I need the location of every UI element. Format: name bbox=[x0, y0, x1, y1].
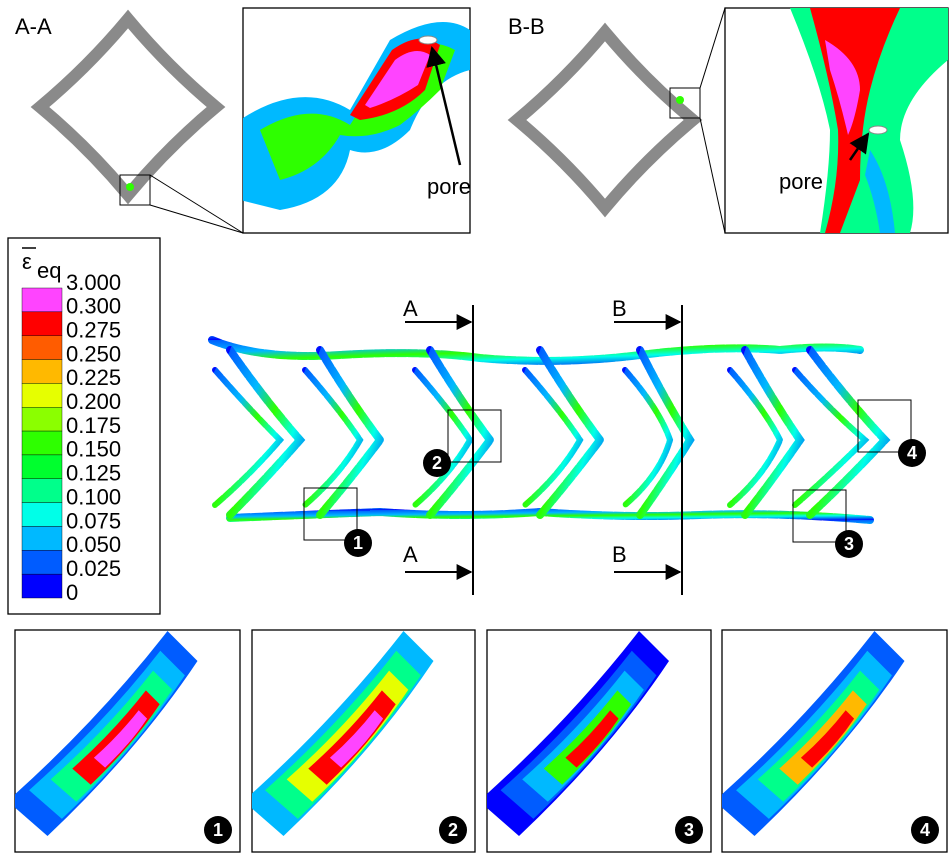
legend-swatch bbox=[22, 336, 62, 360]
cross-section bbox=[40, 19, 216, 195]
strut bbox=[305, 370, 360, 505]
strut bbox=[525, 370, 580, 505]
legend-level: 3.000 bbox=[66, 270, 121, 295]
legend-level: 0.225 bbox=[66, 365, 121, 390]
legend-level: 0.100 bbox=[66, 484, 121, 509]
strut bbox=[320, 350, 380, 515]
figure: A-AporeB-Bporeεeq3.0000.3000.2750.2500.2… bbox=[0, 0, 950, 854]
strut bbox=[215, 370, 280, 505]
region-number: 2 bbox=[448, 820, 458, 840]
region-number: 4 bbox=[907, 443, 917, 463]
hotspot bbox=[126, 183, 134, 191]
pore-label: pore bbox=[427, 174, 471, 199]
legend-level: 0.050 bbox=[66, 532, 121, 557]
legend-symbol: ε bbox=[22, 249, 32, 274]
pore bbox=[869, 126, 887, 134]
legend-subscript: eq bbox=[37, 258, 61, 283]
cut-label: B bbox=[612, 542, 627, 567]
strut bbox=[415, 370, 470, 505]
strut bbox=[230, 350, 300, 515]
legend-swatch bbox=[22, 288, 62, 312]
legend-swatch bbox=[22, 312, 62, 336]
stent bbox=[212, 340, 885, 520]
legend-level: 0.125 bbox=[66, 461, 121, 486]
legend-level: 0.150 bbox=[66, 437, 121, 462]
region-number: 1 bbox=[353, 533, 363, 553]
pore-label: pore bbox=[779, 169, 823, 194]
region-number: 3 bbox=[844, 534, 854, 554]
legend-level: 0.025 bbox=[66, 556, 121, 581]
legend-swatch bbox=[22, 550, 62, 574]
strut bbox=[212, 340, 860, 361]
region-number: 1 bbox=[213, 820, 223, 840]
legend-level: 0.300 bbox=[66, 294, 121, 319]
legend-level: 0.075 bbox=[66, 508, 121, 533]
legend-swatch bbox=[22, 479, 62, 503]
cut-label: B bbox=[612, 296, 627, 321]
legend-level: 0 bbox=[66, 580, 78, 605]
strut bbox=[430, 350, 490, 515]
zoom-connector bbox=[700, 8, 725, 88]
legend-swatch bbox=[22, 360, 62, 384]
legend-swatch bbox=[22, 431, 62, 455]
region-number: 2 bbox=[432, 453, 442, 473]
legend-level: 0.275 bbox=[66, 318, 121, 343]
section-label: A-A bbox=[15, 14, 52, 39]
hotspot bbox=[676, 96, 684, 104]
legend-level: 0.250 bbox=[66, 341, 121, 366]
region-number: 3 bbox=[684, 820, 694, 840]
strut bbox=[795, 370, 865, 505]
legend-swatch bbox=[22, 407, 62, 431]
strut bbox=[745, 350, 800, 515]
strut bbox=[540, 350, 600, 515]
zoom-connector bbox=[150, 175, 243, 233]
cut-label: A bbox=[403, 542, 418, 567]
legend-swatch bbox=[22, 503, 62, 527]
pore bbox=[419, 36, 437, 44]
zoom-connector bbox=[150, 205, 243, 233]
legend-swatch bbox=[22, 526, 62, 550]
section-label: B-B bbox=[508, 14, 545, 39]
legend-level: 0.175 bbox=[66, 413, 121, 438]
legend-level: 0.200 bbox=[66, 389, 121, 414]
region-number: 4 bbox=[920, 820, 930, 840]
legend-swatch bbox=[22, 383, 62, 407]
cut-label: A bbox=[403, 296, 418, 321]
zoom-connector bbox=[700, 118, 725, 233]
legend-swatch bbox=[22, 455, 62, 479]
legend-swatch bbox=[22, 574, 62, 598]
cross-section bbox=[517, 32, 693, 208]
